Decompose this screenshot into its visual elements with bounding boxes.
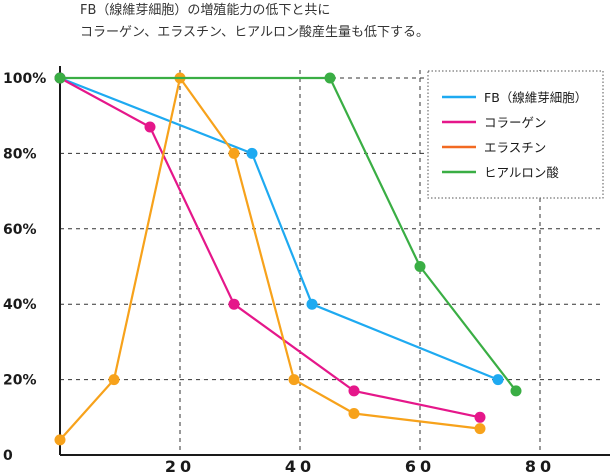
data-point — [414, 261, 426, 272]
legend-label: ヒアルロン酸 — [484, 165, 559, 180]
chart-title-line-2: コラーゲン、エラスチン、ヒアルロン酸産生量も低下する。 — [80, 24, 429, 40]
y-tick-label: 100% — [3, 71, 46, 87]
series-line — [60, 76, 517, 392]
series-line — [59, 77, 481, 419]
series-1 — [54, 72, 486, 423]
legend-label: エラスチン — [484, 140, 546, 155]
data-point — [348, 408, 360, 420]
data-point — [246, 147, 258, 159]
data-point — [510, 385, 522, 397]
chart-title-line-1: FB（線維芽細胞）の増殖能力の低下と共に — [80, 2, 330, 18]
series-layer — [54, 72, 522, 446]
x-tick-label: 60 — [405, 457, 435, 475]
legend-label: FB（線維芽細胞） — [484, 90, 587, 105]
data-point — [492, 374, 504, 386]
x-tick-label: 80 — [525, 457, 555, 475]
legend-box — [427, 70, 604, 199]
data-point — [144, 121, 156, 133]
chart-title: FB（線維芽細胞）の増殖能力の低下と共に コラーゲン、エラスチン、ヒアルロン酸産… — [80, 2, 429, 40]
data-point — [474, 423, 486, 435]
series-line — [59, 76, 499, 381]
data-point — [108, 374, 120, 386]
axes: 0 20% 40% 60% 80% 100% 20 40 60 80 — [3, 66, 610, 475]
data-point — [54, 434, 66, 446]
legend-label: コラーゲン — [484, 115, 547, 130]
data-point — [324, 72, 336, 84]
y-tick-label: 20% — [3, 373, 37, 389]
data-point — [306, 298, 318, 310]
data-point — [228, 147, 240, 159]
y-tick-label: 60% — [3, 222, 37, 238]
data-point — [348, 385, 360, 397]
x-tick-label: 40 — [285, 457, 315, 475]
x-tick-label: 20 — [165, 457, 195, 475]
data-point — [288, 374, 300, 386]
data-point — [54, 72, 66, 84]
y-tick-label: 80% — [3, 146, 37, 162]
series-2 — [54, 72, 486, 446]
data-point — [474, 411, 486, 423]
y-tick-label: 40% — [3, 297, 37, 313]
y-tick-label: 0 — [3, 448, 13, 464]
series-3 — [54, 72, 522, 397]
data-point — [228, 298, 240, 310]
